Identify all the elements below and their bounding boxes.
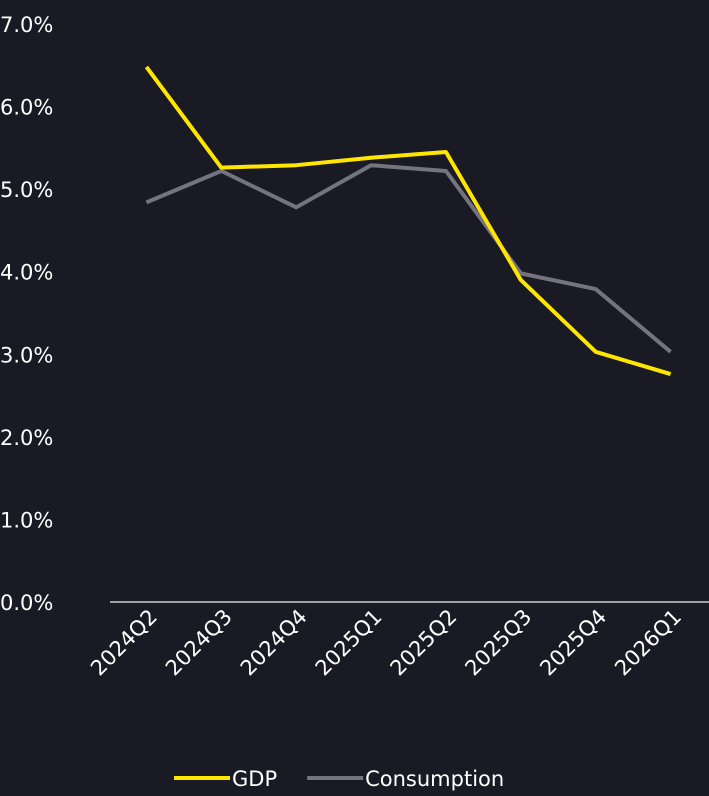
x-tick-label: 2024Q3	[161, 605, 237, 681]
x-tick-label: 2025Q3	[460, 605, 536, 681]
x-tick-label: 2025Q2	[386, 605, 462, 681]
y-tick-label: 4.0%	[0, 261, 53, 285]
y-tick-label: 3.0%	[0, 343, 53, 367]
series-line	[144, 65, 672, 377]
legend-label: GDP	[232, 767, 277, 791]
y-tick-label: 6.0%	[0, 96, 53, 120]
y-tick-label: 1.0%	[0, 508, 53, 532]
y-tick-label: 2.0%	[0, 426, 53, 450]
x-tick-label: 2026Q1	[610, 605, 686, 681]
y-tick-label: 7.0%	[0, 13, 53, 37]
x-tick-label: 2024Q2	[86, 605, 162, 681]
x-tick-label: 2024Q4	[236, 605, 312, 681]
y-tick-label: 5.0%	[0, 178, 53, 202]
y-tick-label: 0.0%	[0, 591, 53, 615]
series-line	[145, 163, 672, 354]
x-tick-label: 2025Q4	[535, 605, 611, 681]
legend-label: Consumption	[365, 767, 504, 791]
x-tick-label: 2025Q1	[311, 605, 387, 681]
